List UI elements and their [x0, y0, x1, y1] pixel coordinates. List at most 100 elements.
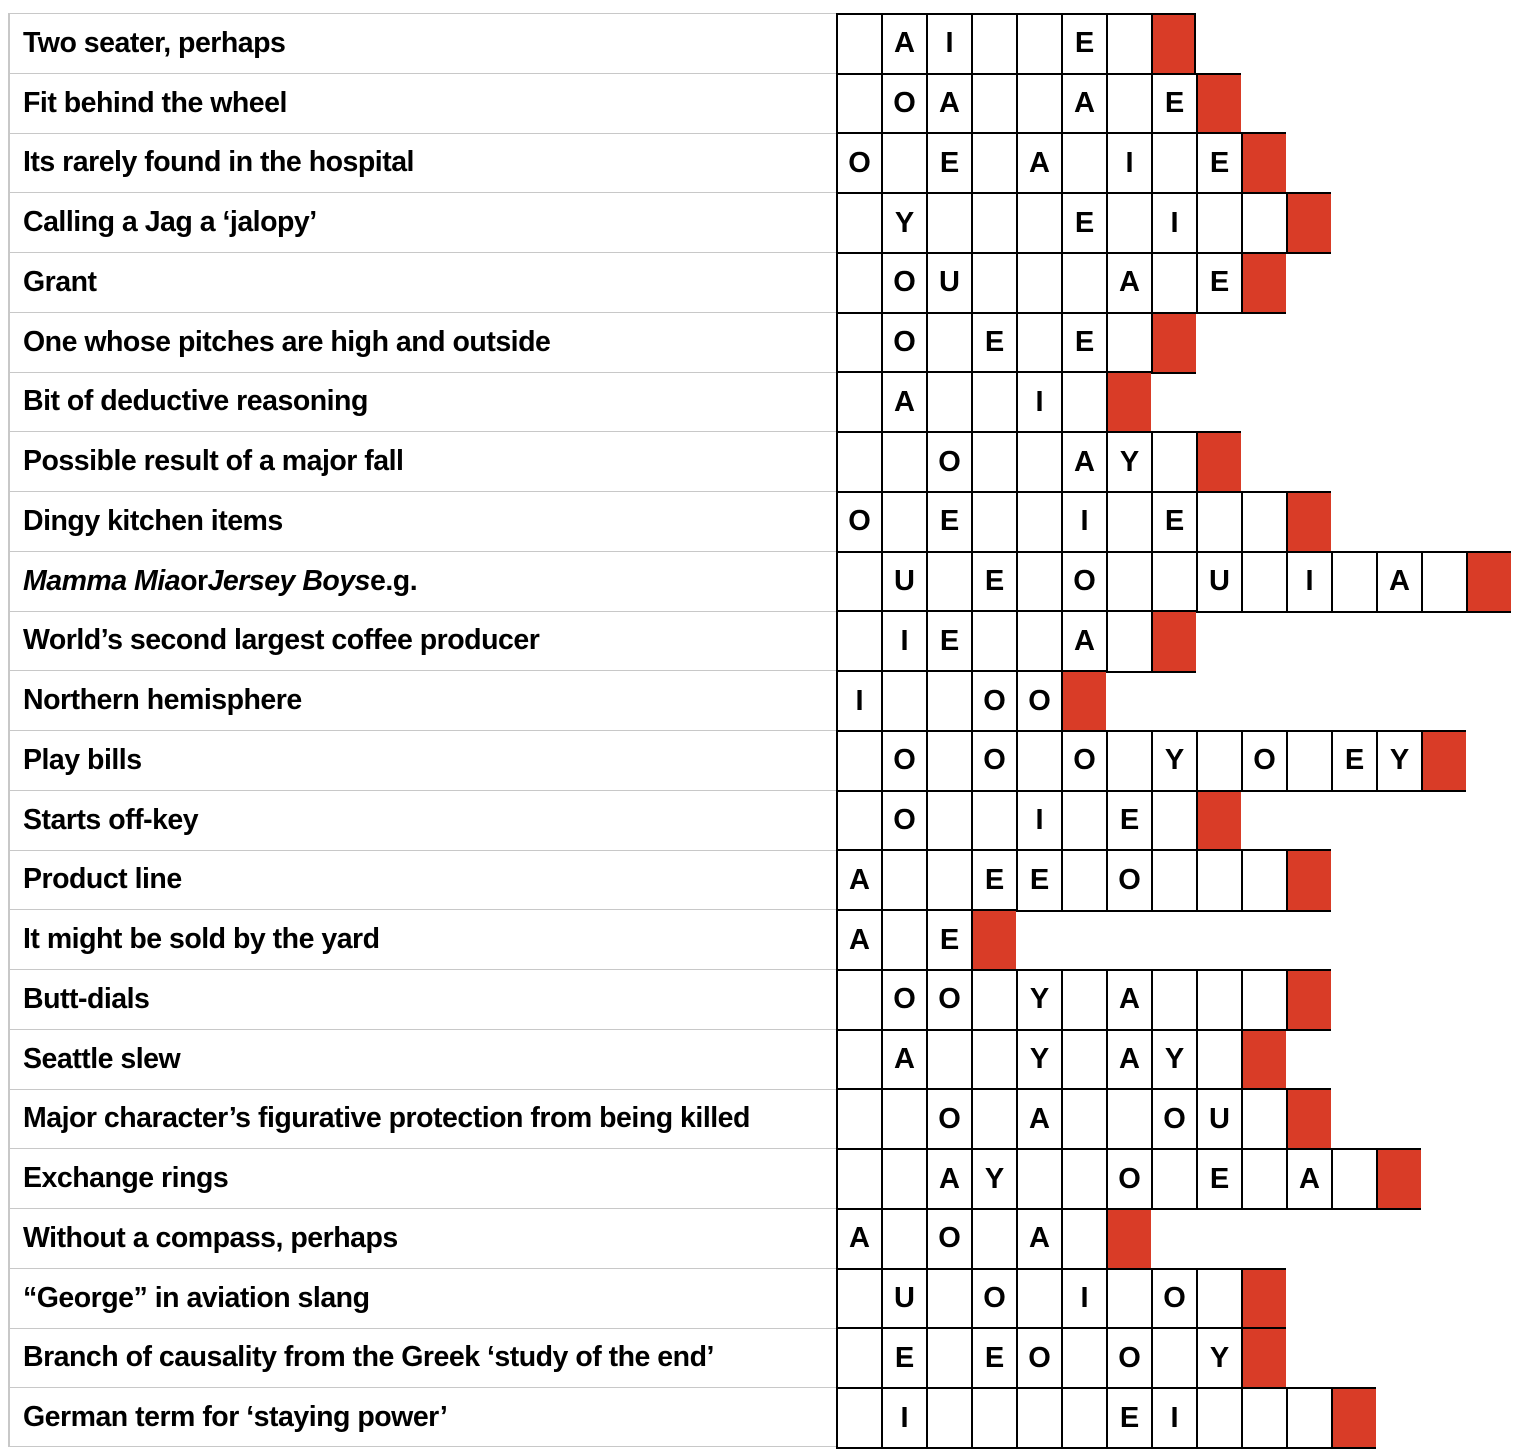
- empty-cell[interactable]: [1016, 311, 1061, 374]
- letter-cell[interactable]: E: [1061, 192, 1106, 255]
- letter-cell[interactable]: E: [971, 550, 1016, 613]
- empty-cell[interactable]: [1061, 1387, 1106, 1449]
- letter-cell[interactable]: Y: [1196, 1327, 1241, 1390]
- letter-cell[interactable]: E: [971, 849, 1016, 912]
- empty-cell[interactable]: [1016, 431, 1061, 494]
- letter-cell[interactable]: O: [881, 729, 926, 792]
- empty-cell[interactable]: [881, 849, 926, 912]
- empty-cell[interactable]: [1016, 610, 1061, 673]
- letter-cell[interactable]: Y: [1106, 431, 1151, 494]
- empty-cell[interactable]: [1016, 251, 1061, 314]
- letter-cell[interactable]: O: [971, 1267, 1016, 1330]
- empty-cell[interactable]: [836, 729, 881, 792]
- letter-cell[interactable]: O: [1016, 670, 1061, 733]
- letter-cell[interactable]: O: [1106, 1148, 1151, 1211]
- empty-cell[interactable]: [1016, 729, 1061, 792]
- empty-cell[interactable]: [1061, 789, 1106, 852]
- letter-cell[interactable]: Y: [1151, 1028, 1196, 1091]
- empty-cell[interactable]: [881, 490, 926, 553]
- empty-cell[interactable]: [1061, 1028, 1106, 1091]
- letter-cell[interactable]: O: [1061, 550, 1106, 613]
- letter-cell[interactable]: U: [1196, 1088, 1241, 1151]
- empty-cell[interactable]: [1241, 1387, 1286, 1449]
- empty-cell[interactable]: [1196, 1028, 1241, 1091]
- empty-cell[interactable]: [971, 72, 1016, 135]
- empty-cell[interactable]: [926, 1028, 971, 1091]
- letter-cell[interactable]: A: [836, 849, 881, 912]
- letter-cell[interactable]: O: [881, 251, 926, 314]
- letter-cell[interactable]: A: [1016, 1088, 1061, 1151]
- empty-cell[interactable]: [971, 12, 1016, 75]
- empty-cell[interactable]: [971, 490, 1016, 553]
- letter-cell[interactable]: A: [1061, 431, 1106, 494]
- empty-cell[interactable]: [1106, 1088, 1151, 1151]
- empty-cell[interactable]: [971, 968, 1016, 1031]
- empty-cell[interactable]: [1106, 1267, 1151, 1330]
- letter-cell[interactable]: O: [1106, 1327, 1151, 1390]
- letter-cell[interactable]: E: [1061, 311, 1106, 374]
- letter-cell[interactable]: A: [1376, 550, 1421, 613]
- empty-cell[interactable]: [1061, 1088, 1106, 1151]
- letter-cell[interactable]: I: [926, 12, 971, 75]
- empty-cell[interactable]: [1106, 550, 1151, 613]
- letter-cell[interactable]: I: [1151, 1387, 1196, 1449]
- empty-cell[interactable]: [971, 789, 1016, 852]
- letter-cell[interactable]: O: [881, 968, 926, 1031]
- letter-cell[interactable]: Y: [881, 192, 926, 255]
- letter-cell[interactable]: E: [1016, 849, 1061, 912]
- empty-cell[interactable]: [836, 431, 881, 494]
- letter-cell[interactable]: Y: [971, 1148, 1016, 1211]
- empty-cell[interactable]: [926, 789, 971, 852]
- letter-cell[interactable]: Y: [1016, 1028, 1061, 1091]
- empty-cell[interactable]: [836, 1148, 881, 1211]
- empty-cell[interactable]: [1196, 1387, 1241, 1449]
- letter-cell[interactable]: A: [1016, 132, 1061, 195]
- letter-cell[interactable]: U: [926, 251, 971, 314]
- empty-cell[interactable]: [1196, 729, 1241, 792]
- empty-cell[interactable]: [1016, 192, 1061, 255]
- letter-cell[interactable]: E: [1106, 1387, 1151, 1449]
- empty-cell[interactable]: [971, 1028, 1016, 1091]
- empty-cell[interactable]: [1241, 968, 1286, 1031]
- letter-cell[interactable]: A: [836, 1207, 881, 1270]
- empty-cell[interactable]: [1241, 192, 1286, 255]
- letter-cell[interactable]: O: [1151, 1088, 1196, 1151]
- letter-cell[interactable]: U: [881, 1267, 926, 1330]
- empty-cell[interactable]: [836, 12, 881, 75]
- letter-cell[interactable]: O: [836, 490, 881, 553]
- letter-cell[interactable]: E: [1196, 1148, 1241, 1211]
- empty-cell[interactable]: [836, 192, 881, 255]
- empty-cell[interactable]: [971, 251, 1016, 314]
- letter-cell[interactable]: E: [1151, 72, 1196, 135]
- empty-cell[interactable]: [1286, 1387, 1331, 1449]
- letter-cell[interactable]: A: [1286, 1148, 1331, 1211]
- empty-cell[interactable]: [1106, 192, 1151, 255]
- empty-cell[interactable]: [1016, 72, 1061, 135]
- empty-cell[interactable]: [1286, 729, 1331, 792]
- empty-cell[interactable]: [926, 1267, 971, 1330]
- empty-cell[interactable]: [926, 550, 971, 613]
- letter-cell[interactable]: E: [971, 1327, 1016, 1390]
- empty-cell[interactable]: [926, 1387, 971, 1449]
- letter-cell[interactable]: A: [926, 72, 971, 135]
- empty-cell[interactable]: [1016, 12, 1061, 75]
- letter-cell[interactable]: A: [836, 909, 881, 972]
- empty-cell[interactable]: [836, 610, 881, 673]
- letter-cell[interactable]: O: [836, 132, 881, 195]
- letter-cell[interactable]: U: [881, 550, 926, 613]
- empty-cell[interactable]: [1151, 132, 1196, 195]
- empty-cell[interactable]: [1241, 849, 1286, 912]
- empty-cell[interactable]: [836, 550, 881, 613]
- empty-cell[interactable]: [926, 1327, 971, 1390]
- letter-cell[interactable]: O: [881, 311, 926, 374]
- letter-cell[interactable]: O: [1241, 729, 1286, 792]
- empty-cell[interactable]: [926, 311, 971, 374]
- letter-cell[interactable]: O: [1016, 1327, 1061, 1390]
- empty-cell[interactable]: [1016, 1148, 1061, 1211]
- empty-cell[interactable]: [1061, 132, 1106, 195]
- empty-cell[interactable]: [881, 670, 926, 733]
- empty-cell[interactable]: [1196, 490, 1241, 553]
- empty-cell[interactable]: [1331, 1148, 1376, 1211]
- letter-cell[interactable]: I: [881, 610, 926, 673]
- letter-cell[interactable]: A: [881, 1028, 926, 1091]
